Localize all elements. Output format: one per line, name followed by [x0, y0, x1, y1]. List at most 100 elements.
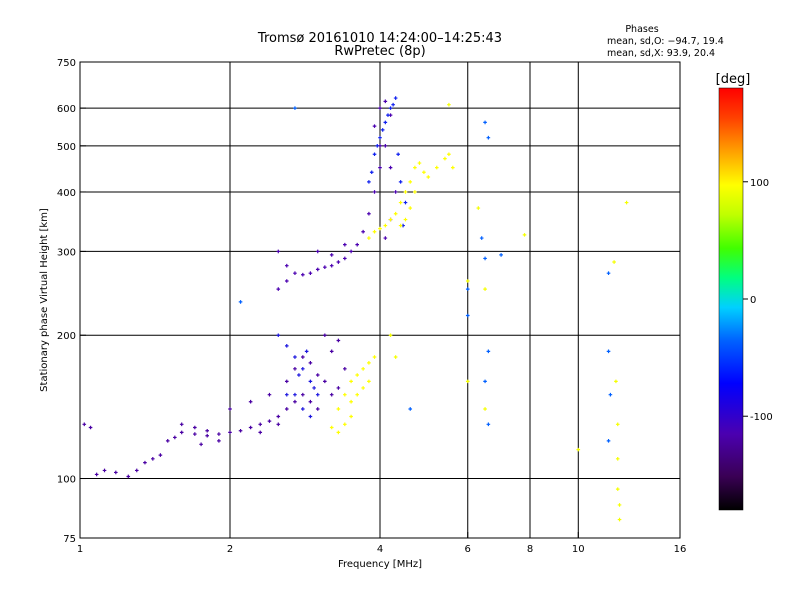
data-point — [308, 414, 313, 419]
phases-heading: Phases — [625, 24, 658, 35]
data-point — [293, 399, 297, 404]
data-point — [158, 453, 163, 457]
data-point — [606, 349, 611, 354]
data-point — [238, 428, 243, 433]
data-point — [624, 200, 629, 205]
data-point — [301, 407, 305, 411]
data-point — [378, 135, 382, 140]
data-point — [451, 165, 455, 170]
x-tick-label: 10 — [572, 544, 585, 555]
data-point — [276, 249, 281, 254]
data-point — [372, 124, 377, 128]
data-point — [465, 279, 470, 283]
data-point — [308, 271, 313, 275]
data-point — [372, 355, 377, 359]
data-point — [383, 236, 388, 240]
data-point — [315, 249, 320, 254]
data-point — [447, 102, 451, 107]
data-point — [476, 206, 481, 210]
y-axis-label: Stationary phase Virtual Height [km] — [39, 208, 50, 392]
data-point — [143, 460, 147, 465]
data-point — [312, 386, 316, 390]
x-tick-label: 2 — [227, 544, 233, 555]
data-point — [388, 165, 393, 170]
data-point — [315, 407, 320, 411]
data-point — [378, 226, 382, 231]
y-tick-label: 750 — [57, 58, 76, 69]
data-point — [329, 253, 334, 257]
data-point — [443, 156, 447, 161]
data-point — [349, 249, 353, 254]
data-point — [323, 265, 327, 269]
data-point — [383, 223, 388, 228]
data-point — [479, 236, 484, 240]
data-point — [403, 200, 408, 205]
colorbar — [718, 87, 744, 511]
y-tick-label: 75 — [63, 534, 76, 545]
data-point — [173, 435, 177, 440]
data-point — [606, 439, 611, 443]
data-point — [293, 367, 297, 371]
data-point — [193, 425, 197, 430]
phases-line-x: mean, sd,X: 93.9, 20.4 — [607, 48, 715, 59]
data-point — [323, 333, 327, 338]
data-point — [217, 439, 221, 443]
data-point — [304, 349, 309, 354]
data-point — [483, 407, 487, 411]
data-point — [434, 165, 439, 170]
data-point — [336, 430, 341, 435]
data-point — [403, 190, 408, 194]
colorbar-label: [deg] — [716, 72, 751, 87]
data-point — [408, 206, 413, 210]
data-point — [179, 430, 184, 435]
data-point — [315, 373, 320, 377]
data-point — [612, 260, 616, 264]
y-tick-label: 100 — [57, 475, 76, 486]
colorbar-tick-label: 0 — [750, 295, 756, 306]
data-point — [372, 229, 377, 234]
data-point — [615, 457, 620, 461]
data-point — [355, 242, 359, 247]
data-point — [248, 425, 253, 430]
data-point — [329, 349, 334, 354]
data-point — [284, 263, 289, 268]
data-point — [349, 399, 353, 404]
chart-subtitle: RwPretec (8p) — [334, 44, 425, 59]
data-point — [343, 422, 347, 427]
data-point — [349, 379, 353, 384]
data-point — [398, 200, 403, 205]
data-point — [343, 367, 347, 371]
data-point — [82, 422, 87, 427]
data-point — [372, 190, 377, 194]
data-point — [293, 271, 297, 275]
data-point — [94, 472, 99, 477]
data-point — [417, 161, 422, 165]
data-point — [276, 333, 281, 338]
data-point — [615, 487, 620, 491]
data-point — [465, 379, 470, 384]
data-point — [315, 392, 320, 397]
data-point — [465, 313, 470, 318]
data-point — [372, 152, 377, 157]
data-point — [126, 474, 131, 479]
x-tick-label: 8 — [527, 544, 533, 555]
data-point — [238, 300, 243, 304]
y-tick-label: 300 — [57, 247, 76, 258]
data-point — [301, 367, 305, 371]
data-point — [483, 287, 487, 291]
data-point — [393, 355, 398, 359]
x-axis-label: Frequency [MHz] — [338, 559, 422, 570]
data-point — [398, 223, 403, 228]
data-point — [386, 113, 390, 117]
data-point — [151, 457, 155, 461]
data-point — [284, 279, 289, 283]
data-point — [276, 414, 281, 419]
data-point — [315, 267, 320, 272]
data-point — [426, 175, 431, 179]
data-point — [336, 407, 341, 411]
data-point — [308, 379, 313, 384]
data-point — [355, 392, 359, 397]
x-tick-label: 16 — [674, 544, 687, 555]
data-point — [367, 236, 371, 240]
data-point — [301, 272, 305, 277]
